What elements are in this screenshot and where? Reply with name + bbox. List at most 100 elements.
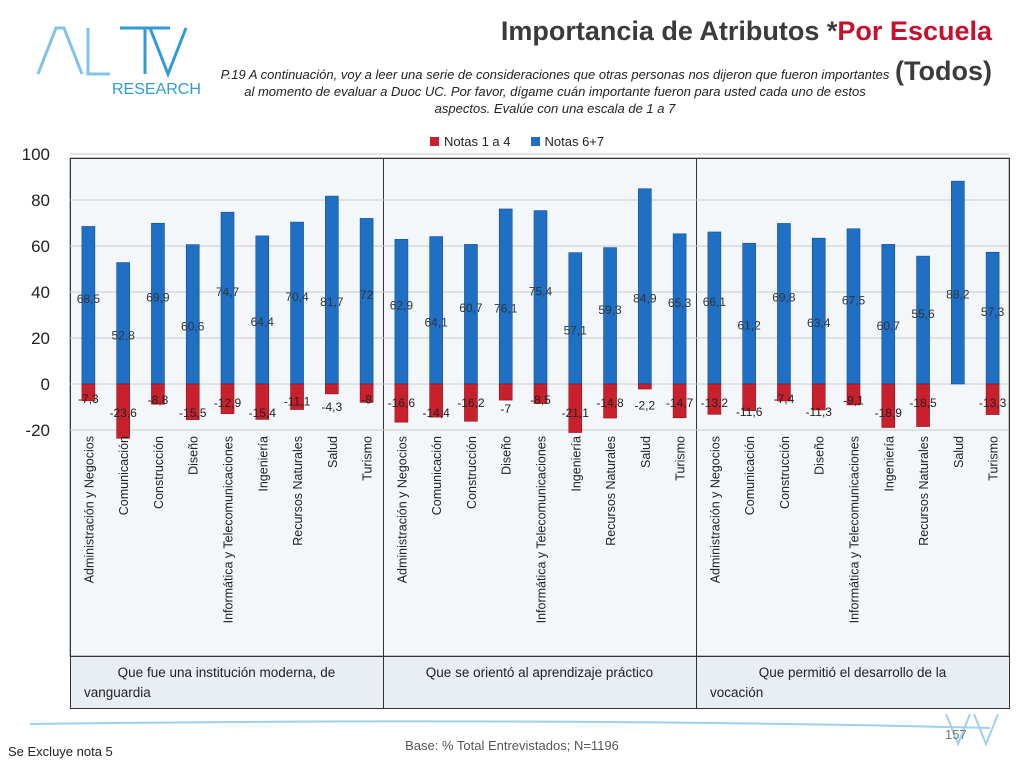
- data-label-notas-1-4: -14,4: [422, 406, 450, 420]
- data-label-notas-6-7: 62,9: [390, 299, 414, 313]
- page-title: Importancia de Atributos *Por Escuela: [501, 16, 992, 47]
- data-label-notas-1-4: -15,5: [179, 406, 207, 420]
- legend-label-notas-1-4: Notas 1 a 4: [444, 134, 511, 149]
- data-label-notas-1-4: -8,5: [530, 393, 551, 407]
- bar-notas-6-7: [811, 237, 826, 385]
- bar-notas-1-4: [777, 383, 791, 402]
- bar-notas-1-4: [325, 383, 339, 395]
- group-label-line: Que permitió el desarrollo de la: [759, 665, 947, 680]
- bar-notas-1-4: [742, 383, 756, 411]
- data-label-notas-6-7: 64,4: [251, 315, 275, 329]
- data-label-notas-6-7: 60,7: [877, 319, 901, 333]
- y-tick-label: 0: [41, 375, 50, 394]
- bar-notas-6-7: [568, 252, 583, 385]
- x-category-label: Salud: [326, 436, 340, 468]
- bar-notas-6-7: [498, 208, 513, 385]
- bar-notas-6-7: [951, 180, 965, 385]
- activa-research-logo: RESEARCH: [36, 26, 200, 98]
- x-category-label: Informática y Telecomunicaciones: [848, 436, 862, 623]
- bar-notas-1-4: [568, 383, 583, 433]
- logo-sub-text: RESEARCH: [112, 81, 200, 98]
- bar-notas-6-7: [325, 195, 339, 385]
- bar-notas-1-4: [255, 383, 270, 420]
- group-label-line: vanguardia: [84, 685, 151, 700]
- legend-swatch-red: [430, 137, 439, 146]
- bar-notas-1-4: [220, 383, 235, 414]
- x-category-label: Ingeniería: [882, 436, 896, 492]
- group-label-line: vocación: [710, 685, 763, 700]
- x-category-label: Salud: [639, 436, 653, 468]
- data-label-notas-1-4: -18,5: [909, 396, 937, 410]
- bar-notas-1-4: [638, 383, 652, 390]
- data-label-notas-6-7: 61,2: [737, 319, 761, 333]
- group-label: Que permitió el desarrollo de la vocación: [710, 665, 947, 700]
- data-label-notas-1-4: -7: [500, 402, 511, 416]
- data-label-notas-1-4: -8,8: [148, 393, 169, 407]
- data-label-notas-1-4: -11,6: [736, 405, 763, 419]
- data-label-notas-6-7: 59,3: [598, 303, 622, 317]
- data-label-notas-1-4: -7,3: [78, 392, 99, 406]
- bar-notas-1-4: [498, 383, 513, 401]
- x-category-label: Turismo: [987, 436, 1001, 481]
- legend-item-notas-6-7: Notas 6+7: [530, 134, 604, 149]
- bar-notas-1-4: [916, 383, 930, 427]
- title-main: Importancia de Atributos *: [500, 16, 838, 46]
- data-label-notas-1-4: -14,7: [666, 396, 694, 410]
- bar-notas-6-7: [255, 235, 270, 385]
- data-label-notas-1-4: -12,9: [214, 396, 242, 410]
- y-tick-label: 60: [31, 237, 50, 256]
- bar-notas-1-4: [533, 383, 548, 404]
- bar-notas-1-4: [672, 383, 687, 419]
- group-label-line: Que se orientó al aprendizaje práctico: [426, 665, 653, 680]
- y-tick-label: 80: [31, 191, 50, 210]
- data-label-notas-6-7: 69,8: [772, 291, 796, 305]
- bar-notas-1-4: [116, 383, 130, 439]
- data-label-notas-6-7: 81,7: [320, 295, 344, 309]
- bar-notas-1-4: [81, 383, 96, 402]
- x-category-label: Construcción: [778, 436, 792, 509]
- bar-notas-1-4: [359, 383, 374, 403]
- x-category-label: Informática y Telecomunicaciones: [535, 436, 549, 623]
- bar-notas-1-4: [394, 383, 409, 423]
- bar-notas-6-7: [185, 244, 200, 385]
- bar-notas-6-7: [429, 236, 443, 385]
- x-category-label: Administración y Negocios: [395, 436, 409, 583]
- data-label-notas-6-7: 66,1: [703, 295, 727, 309]
- bar-notas-1-4: [429, 383, 443, 418]
- group-label-box: [70, 656, 384, 709]
- bar-notas-6-7: [116, 262, 130, 385]
- data-label-notas-6-7: 70,4: [285, 290, 309, 304]
- bar-notas-1-4: [846, 383, 861, 406]
- bar-notas-1-4: [985, 383, 1000, 415]
- x-category-label: Diseño: [187, 436, 201, 475]
- page-number: 157: [945, 727, 967, 742]
- chart-legend: Notas 1 a 4 Notas 6+7: [430, 134, 604, 149]
- bar-notas-6-7: [638, 188, 652, 385]
- x-category-label: Ingeniería: [256, 436, 270, 492]
- data-label-notas-1-4: -11,1: [284, 395, 311, 409]
- data-label-notas-1-4: -9,1: [843, 393, 864, 407]
- data-label-notas-1-4: -13,3: [979, 396, 1007, 410]
- data-label-notas-6-7: 65,3: [668, 296, 692, 310]
- data-label-notas-1-4: -7,4: [774, 392, 795, 406]
- data-label-notas-6-7: 68,5: [77, 292, 101, 306]
- data-label-notas-6-7: 75,4: [529, 284, 553, 298]
- bar-notas-1-4: [185, 383, 200, 420]
- base-note: Base: % Total Entrevistados; N=1196: [405, 738, 619, 753]
- group-label-line: Que fue una institución moderna, de: [118, 665, 336, 680]
- data-label-notas-1-4: -16,2: [457, 396, 485, 410]
- bar-notas-1-4: [603, 383, 617, 419]
- bar-notas-1-4: [707, 383, 722, 415]
- x-category-label: Administración y Negocios: [82, 436, 96, 583]
- group-label-box: [383, 656, 697, 709]
- data-label-notas-1-4: -11,3: [805, 405, 832, 419]
- group-label: Que fue una institución moderna, de vangu…: [84, 665, 335, 700]
- x-category-label: Ingeniería: [569, 436, 583, 492]
- x-category-label: Recursos Naturales: [917, 436, 931, 546]
- bar-notas-1-4: [811, 383, 826, 411]
- bar-notas-1-4: [881, 383, 896, 428]
- group-label: Que se orientó al aprendizaje práctico: [426, 665, 653, 680]
- data-label-notas-6-7: 76,1: [494, 301, 518, 315]
- data-label-notas-1-4: -21,1: [562, 406, 590, 420]
- x-category-label: Comunicación: [117, 436, 131, 515]
